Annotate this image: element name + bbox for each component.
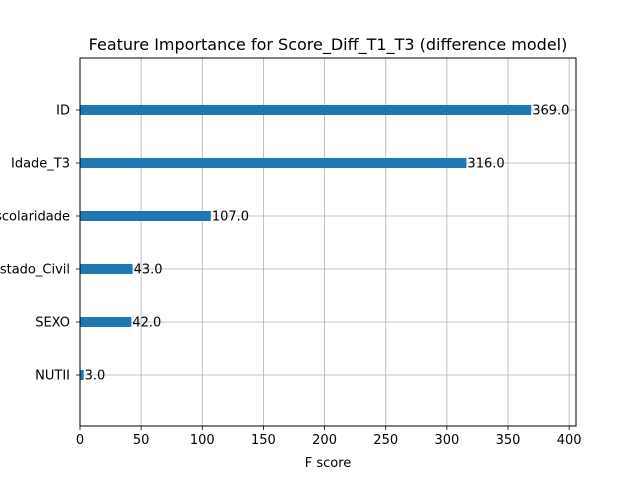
- y-tick-label: ID: [56, 104, 70, 119]
- x-tick-label: 350: [496, 433, 521, 448]
- x-tick-label: 250: [373, 433, 398, 448]
- axes-frame: [79, 57, 577, 427]
- y-tick-label: Idade_T3: [11, 157, 70, 172]
- x-tick-label: 400: [557, 433, 582, 448]
- x-tick-label: 300: [434, 433, 459, 448]
- y-tick-label: NUTII: [35, 369, 70, 384]
- bar-value-label: 369.0: [532, 104, 569, 119]
- bar-value-label: 43.0: [134, 263, 163, 278]
- y-tick-label: Estado_Civil: [0, 263, 70, 278]
- x-tick-label: 200: [312, 433, 337, 448]
- bar-value-label: 107.0: [212, 210, 249, 225]
- y-tick-label: Escolaridade: [0, 210, 70, 225]
- bar-value-label: 3.0: [85, 369, 106, 384]
- bar-value-labels: 369.0 316.0 107.0 43.0 42.0 3.0: [85, 104, 570, 384]
- bar-escolaridade: [80, 211, 211, 221]
- bar-sexo: [80, 317, 132, 327]
- x-tick-label: 50: [133, 433, 150, 448]
- x-axis-ticks: 0 50 100 150 200 250 300 350 400: [76, 426, 582, 448]
- bar-value-label: 316.0: [467, 157, 504, 172]
- x-tick-label: 0: [76, 433, 84, 448]
- x-axis-label: F score: [305, 456, 352, 471]
- bar-estado-civil: [80, 264, 133, 274]
- bars: [80, 105, 532, 380]
- y-tick-label: SEXO: [35, 316, 70, 331]
- x-tick-label: 100: [190, 433, 215, 448]
- bar-nutii: [80, 370, 84, 380]
- bar-value-label: 42.0: [132, 316, 161, 331]
- chart-title: Feature Importance for Score_Diff_T1_T3 …: [89, 35, 568, 55]
- y-axis-ticks: ID Idade_T3 Escolaridade Estado_Civil SEXO NU…: [0, 104, 80, 384]
- x-tick-label: 150: [251, 433, 276, 448]
- bar-idade-t3: [80, 158, 467, 168]
- bar-id: [80, 105, 532, 115]
